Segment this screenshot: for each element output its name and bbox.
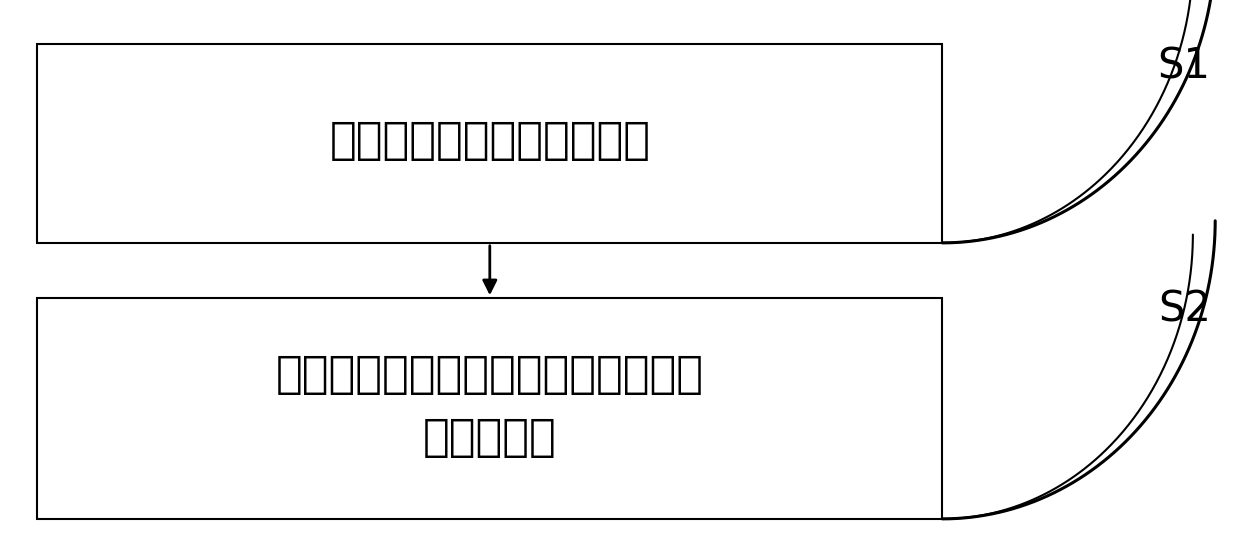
Text: 获取光缆路由的初始波形图: 获取光缆路由的初始波形图 bbox=[330, 119, 650, 162]
Text: S2: S2 bbox=[1158, 288, 1210, 330]
Bar bbox=[37, 298, 942, 519]
Text: S1: S1 bbox=[1158, 45, 1210, 87]
Text: 根据初始波形图获取所述光纤的状态
信息并显示: 根据初始波形图获取所述光纤的状态 信息并显示 bbox=[275, 353, 704, 459]
Bar bbox=[37, 44, 942, 243]
